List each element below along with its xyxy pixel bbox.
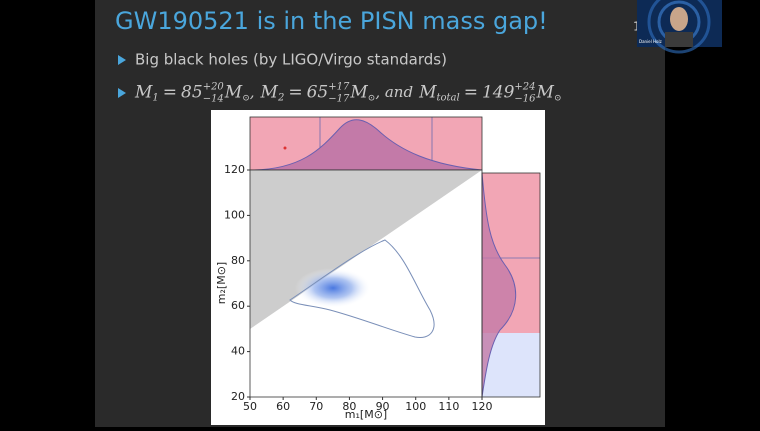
y-tick-label: 20 bbox=[231, 390, 245, 403]
webcam: Daniel Holz bbox=[637, 0, 722, 54]
slide-title: GW190521 is in the PISN mass gap! bbox=[115, 7, 548, 35]
x-tick-label: 50 bbox=[243, 400, 257, 413]
value: 85 bbox=[181, 83, 203, 103]
x-tick-label: 120 bbox=[472, 400, 493, 413]
x-axis-label: m₁[M⊙] bbox=[345, 408, 387, 421]
page-number: 1 bbox=[633, 20, 641, 34]
x-tick-label: 80 bbox=[342, 400, 356, 413]
lower-error: −17 bbox=[328, 94, 350, 105]
symbol-index: 1 bbox=[152, 93, 158, 104]
unit-index: ⊙ bbox=[554, 94, 562, 104]
y-axis-label: m₂[M⊙] bbox=[215, 262, 228, 304]
symbol-index: total bbox=[436, 93, 459, 104]
y-tick-label: 40 bbox=[231, 345, 245, 358]
plot bbox=[247, 116, 541, 400]
value: 149 bbox=[482, 83, 515, 103]
lower-error: −14 bbox=[203, 94, 224, 105]
unit: M bbox=[224, 83, 243, 103]
x-tick-label: 90 bbox=[376, 400, 390, 413]
unit-index: ⊙ bbox=[368, 94, 376, 104]
unit-index: ⊙ bbox=[242, 94, 250, 104]
y-tick-label: 100 bbox=[224, 208, 245, 221]
equals: = bbox=[464, 83, 478, 103]
x-tick-label: 110 bbox=[438, 400, 459, 413]
upper-error: +20 bbox=[203, 82, 225, 93]
separator: , bbox=[250, 83, 255, 101]
unit: M bbox=[536, 83, 555, 103]
bullet-marker bbox=[118, 55, 126, 65]
symbol: M bbox=[134, 83, 153, 103]
x-tick-label: 70 bbox=[309, 400, 323, 413]
equals: = bbox=[288, 83, 302, 103]
bullet-text: Big black holes (by LIGO/Virgo standards… bbox=[135, 51, 447, 69]
x-tick-label: 60 bbox=[276, 400, 290, 413]
y-tick-label: 80 bbox=[231, 254, 245, 267]
symbol-index: 2 bbox=[277, 93, 284, 104]
y-tick-label: 120 bbox=[224, 163, 245, 176]
upper-error: +17 bbox=[328, 82, 350, 93]
bullet-marker bbox=[118, 88, 126, 98]
speaker-name: Daniel Holz bbox=[639, 39, 662, 44]
x-tick-label: 100 bbox=[405, 400, 426, 413]
lower-error: −16 bbox=[514, 94, 536, 105]
equals: = bbox=[163, 83, 177, 103]
unit: M bbox=[349, 83, 368, 103]
value: 65 bbox=[307, 83, 329, 103]
upper-error: +24 bbox=[514, 82, 535, 93]
separator: , and bbox=[375, 83, 413, 101]
y-tick-label: 60 bbox=[231, 299, 245, 312]
symbol: M bbox=[418, 83, 437, 103]
symbol: M bbox=[260, 83, 279, 103]
